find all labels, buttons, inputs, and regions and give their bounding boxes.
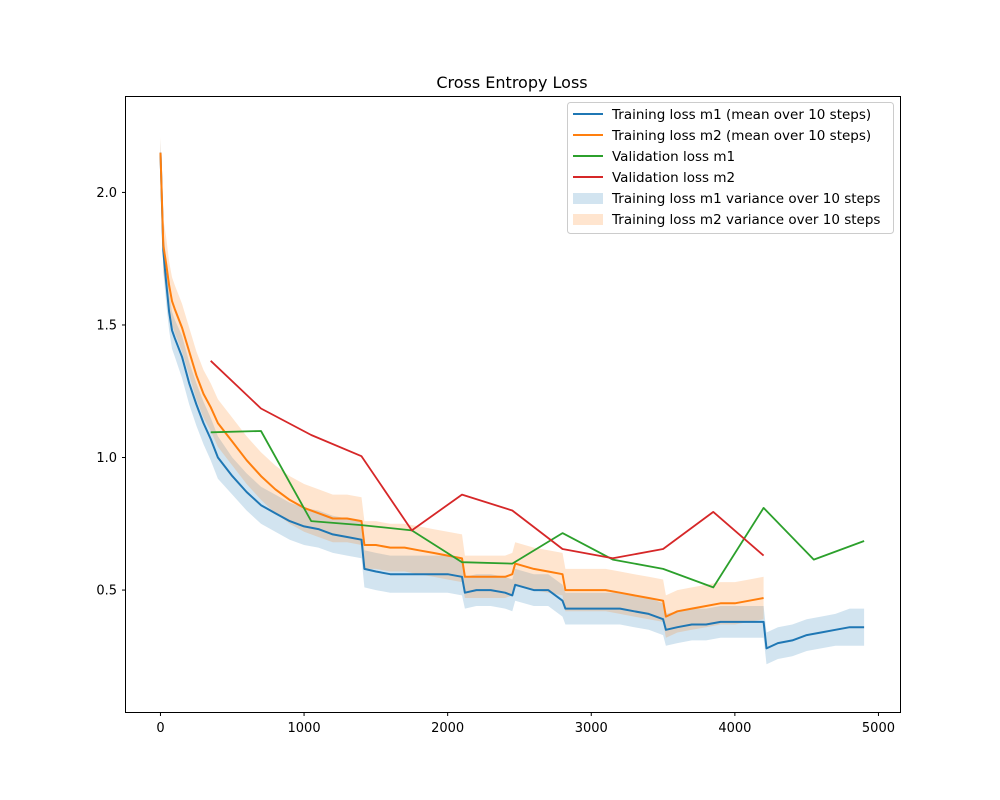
legend-training-m2-label: Training loss m2 (mean over 10 steps): [611, 128, 871, 144]
legend-box: [567, 102, 894, 234]
legend-validation-m2-label: Validation loss m2: [612, 170, 735, 186]
x-tick-label: 2000: [431, 721, 464, 736]
legend: Training loss m1 (mean over 10 steps) Tra…: [567, 102, 894, 234]
x-tick-label: 1000: [288, 721, 321, 736]
x-tick-label: 3000: [575, 721, 608, 736]
y-axis: 0.5 1.0 1.5 2.0: [96, 186, 126, 599]
training-m1-mean-line: [159, 152, 865, 650]
y-tick-label: 2.0: [96, 186, 117, 201]
legend-variance-m1-swatch: [573, 193, 603, 204]
variance-bands: [160, 136, 865, 665]
validation-m1-line: [210, 430, 865, 589]
legend-variance-m1-label: Training loss m1 variance over 10 steps: [611, 191, 880, 207]
legend-variance-m2-label: Training loss m2 variance over 10 steps: [611, 212, 880, 228]
training-m2-variance-band: [160, 136, 764, 638]
x-axis: 0 1000 2000 3000 4000 5000: [156, 712, 895, 736]
legend-validation-m1-label: Validation loss m1: [612, 149, 735, 165]
x-tick-label: 4000: [718, 721, 751, 736]
x-tick-label: 0: [156, 721, 164, 736]
series-lines: [159, 152, 865, 650]
training-m1-variance-band: [160, 139, 865, 665]
chart-title: Cross Entropy Loss: [436, 73, 587, 92]
y-tick-label: 0.5: [96, 584, 117, 599]
legend-variance-m2-swatch: [573, 214, 603, 225]
y-tick-label: 1.5: [96, 318, 117, 333]
y-tick-label: 1.0: [96, 451, 117, 466]
x-tick-label: 5000: [862, 721, 895, 736]
training-m2-mean-line: [159, 152, 764, 618]
legend-training-m1-label: Training loss m1 (mean over 10 steps): [611, 107, 871, 123]
plot-area-frame: [125, 96, 901, 713]
validation-m2-line: [210, 360, 765, 560]
